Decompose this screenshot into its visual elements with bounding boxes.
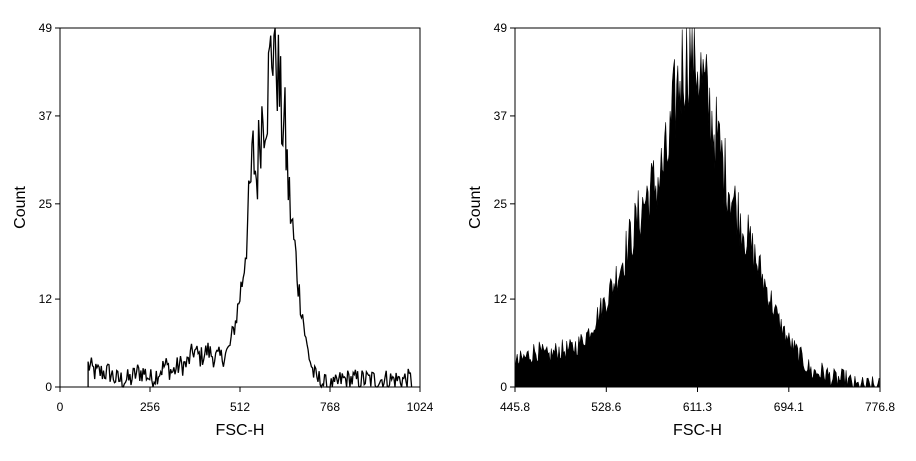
histogram-outline [87, 27, 413, 389]
y-tick-label: 0 [500, 380, 507, 394]
x-tick-label: 445.8 [500, 400, 530, 414]
y-tick-label: 37 [39, 109, 53, 123]
x-axis-title: FSC-H [216, 422, 265, 439]
x-tick-label: 768 [320, 400, 340, 414]
histogram-1: 0 12 25 37 49 0 256 512 768 1024 FSC-H Count [12, 21, 434, 439]
x-tick-label: 512 [230, 400, 250, 414]
x-tick-label: 611.3 [683, 400, 712, 414]
y-tick-label: 49 [39, 21, 53, 35]
y-tick-label: 49 [494, 21, 508, 35]
y-tick-label: 25 [494, 197, 508, 211]
y-axis-title: Count [467, 186, 484, 229]
y-tick-label: 12 [39, 292, 53, 306]
x-tick-label: 1024 [407, 400, 434, 414]
y-tick-label: 25 [39, 197, 53, 211]
histogram-2: 0 12 25 37 49 445.8 528.6 611.3 694.1 776.8 FSC-H C… [467, 21, 895, 439]
y-tick-label: 0 [45, 380, 52, 394]
x-axis-title: FSC-H [673, 422, 722, 439]
x-tick-label: 0 [57, 400, 64, 414]
y-axis-title: Count [12, 186, 29, 229]
x-tick-label: 694.1 [774, 400, 804, 414]
x-tick-label: 528.6 [591, 400, 621, 414]
x-tick-label: 256 [140, 400, 160, 414]
y-tick-label: 37 [494, 109, 508, 123]
histogram-fill [514, 27, 880, 388]
plot-frame [59, 27, 421, 388]
y-tick-label: 12 [494, 292, 508, 306]
x-tick-label: 776.8 [865, 400, 895, 414]
